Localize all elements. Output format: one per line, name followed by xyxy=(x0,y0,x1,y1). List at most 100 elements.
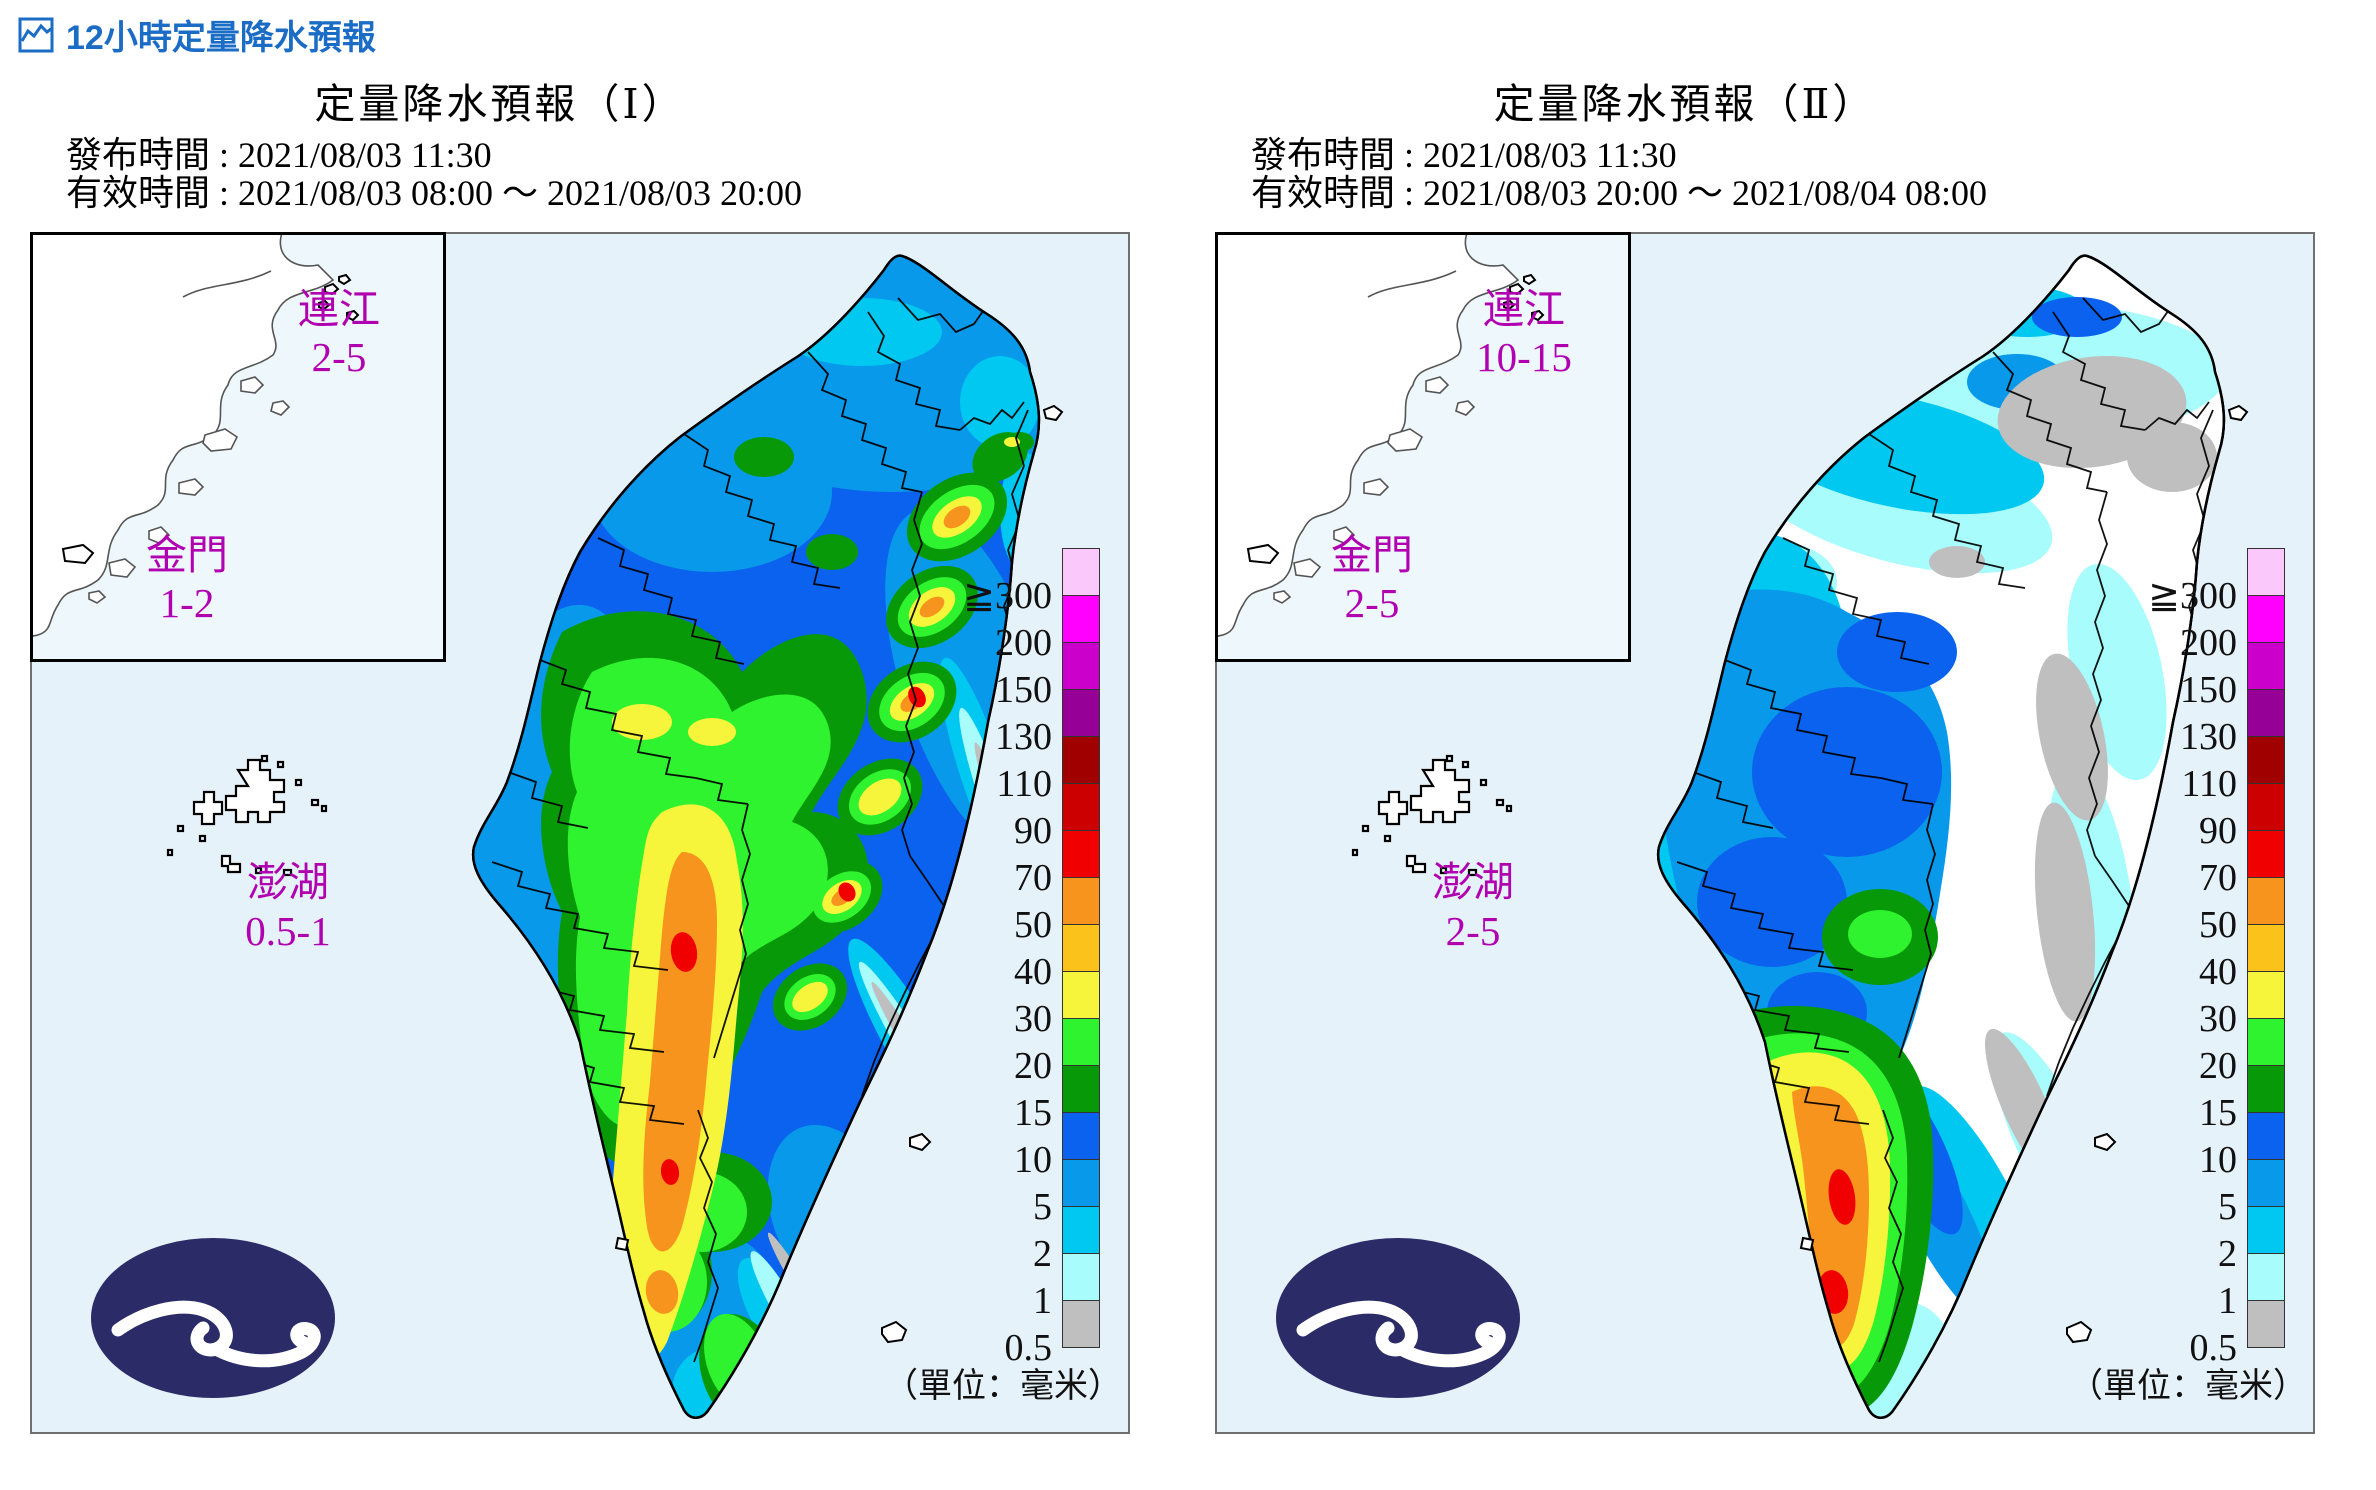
legend-swatch xyxy=(1062,783,1100,831)
legend-row: 2 xyxy=(2218,1206,2285,1273)
legend-swatch xyxy=(1062,1018,1100,1066)
page-title: 12小時定量降水預報 xyxy=(66,19,376,57)
legend-swatch xyxy=(2247,830,2285,878)
legend-swatch xyxy=(1062,1159,1100,1207)
island-name: 連江 xyxy=(1483,286,1565,332)
island-name: 金門 xyxy=(1331,532,1413,578)
legend-row: 20 xyxy=(1014,1018,1100,1085)
legend-value: 30 xyxy=(1014,998,1052,1040)
legend-swatch xyxy=(2247,1253,2285,1301)
legend-value: 130 xyxy=(995,716,1052,758)
legend-value: 30 xyxy=(2199,998,2237,1040)
legend-row: 5 xyxy=(2218,1159,2285,1226)
legend-value: 70 xyxy=(2199,857,2237,899)
legend-value: 90 xyxy=(1014,810,1052,852)
island-label-penghu: 澎湖 2-5 xyxy=(1383,858,1563,956)
china-coast-svg xyxy=(1218,235,1545,637)
legend-swatch xyxy=(1062,1112,1100,1160)
legend-value: ≧300 xyxy=(2148,575,2237,617)
cwb-logo-icon xyxy=(91,1238,335,1398)
legend-swatch xyxy=(2247,736,2285,784)
legend-swatch xyxy=(1062,736,1100,784)
legend-row: 150 xyxy=(2180,642,2285,709)
island-name: 金門 xyxy=(146,532,228,578)
legend-swatch xyxy=(1062,1253,1100,1301)
outlying-islands-inset: 連江 2-5 金門 1-2 xyxy=(30,232,446,662)
legend-row: 10 xyxy=(1014,1112,1100,1179)
legend-swatch xyxy=(1062,971,1100,1019)
page-header-link[interactable]: 12小時定量降水預報 xyxy=(18,10,376,59)
legend-value: 150 xyxy=(2180,669,2237,711)
legend-swatch xyxy=(2247,877,2285,925)
legend-row: 110 xyxy=(2181,736,2285,803)
forecast-panel-1: 定量降水預報（Ⅰ） 發布時間 : 2021/08/03 11:30 有效時間 :… xyxy=(30,58,1130,1440)
legend-value: 40 xyxy=(1014,951,1052,993)
legend-row: 30 xyxy=(1014,971,1100,1038)
taiwan-map-svg xyxy=(471,254,1064,1419)
legend-swatch xyxy=(1062,1206,1100,1254)
island-label-lienchiang: 連江 2-5 xyxy=(249,285,429,382)
legend-value: 150 xyxy=(995,669,1052,711)
legend-row: 20 xyxy=(2199,1018,2285,1085)
island-label-penghu: 澎湖 0.5-1 xyxy=(198,858,378,956)
legend-row: 15 xyxy=(2199,1065,2285,1132)
legend-value: 2 xyxy=(2218,1233,2237,1275)
legend-row: 40 xyxy=(1014,924,1100,991)
legend-swatch xyxy=(2247,1112,2285,1160)
island-value: 1-2 xyxy=(159,580,215,627)
legend-row: 200 xyxy=(2180,595,2285,662)
legend-swatch xyxy=(2247,971,2285,1019)
legend-swatch xyxy=(2247,783,2285,831)
legend-row: 90 xyxy=(2199,783,2285,850)
legend-row: 90 xyxy=(1014,783,1100,850)
legend-row: 70 xyxy=(1014,830,1100,897)
legend-row: 30 xyxy=(2199,971,2285,1038)
legend-row: ≧300 xyxy=(2148,548,2285,615)
legend-swatch xyxy=(1062,877,1100,925)
precip-map-1: 連江 2-5 金門 1-2 澎湖 xyxy=(30,232,1130,1434)
legend-row: 70 xyxy=(2199,830,2285,897)
island-name: 連江 xyxy=(298,286,380,332)
legend-row: 200 xyxy=(995,595,1100,662)
legend-row: 0.5 xyxy=(2190,1300,2285,1367)
penghu-islands-svg xyxy=(166,754,328,877)
legend-value: 0.5 xyxy=(1004,1327,1053,1369)
legend-value: 200 xyxy=(995,622,1052,664)
island-name: 澎湖 xyxy=(247,859,329,905)
legend-row: 2 xyxy=(1033,1206,1100,1273)
panel-title: 定量降水預報（Ⅰ） xyxy=(314,81,686,127)
legend-unit: （單位：毫米） xyxy=(884,1368,1122,1405)
legend-row: 150 xyxy=(995,642,1100,709)
precip-map-2: 連江 10-15 金門 2-5 澎湖 xyxy=(1215,232,2315,1434)
legend-swatch xyxy=(1062,642,1100,690)
legend-value: 20 xyxy=(2199,1045,2237,1087)
legend-swatch xyxy=(2247,1159,2285,1207)
legend-value: ≧300 xyxy=(963,575,1052,617)
legend-swatch xyxy=(2247,1206,2285,1254)
issued-time: 發布時間 : 2021/08/03 11:30 xyxy=(1251,135,1677,175)
valid-time: 有效時間 : 2021/08/03 08:00 ～ 2021/08/03 20:… xyxy=(66,173,803,214)
legend-swatch xyxy=(1062,1065,1100,1113)
issued-time: 發布時間 : 2021/08/03 11:30 xyxy=(66,135,492,175)
cwb-logo-icon xyxy=(1276,1238,1520,1398)
legend-swatch xyxy=(1062,689,1100,737)
legend-swatch xyxy=(1062,595,1100,643)
legend-swatch xyxy=(2247,1018,2285,1066)
penghu-islands-svg xyxy=(1351,754,1513,877)
panel-times: 發布時間 : 2021/08/03 11:30 有效時間 : 2021/08/0… xyxy=(1251,136,2315,212)
panel-title: 定量降水預報（Ⅱ） xyxy=(1493,81,1877,127)
legend-value: 90 xyxy=(2199,810,2237,852)
legend-row: ≧300 xyxy=(963,548,1100,615)
legend-value: 1 xyxy=(1033,1280,1052,1322)
legend-swatch xyxy=(1062,1300,1100,1348)
legend-row: 130 xyxy=(2180,689,2285,756)
legend-value: 10 xyxy=(1014,1139,1052,1181)
legend-swatch xyxy=(2247,1300,2285,1348)
legend-row: 0.5 xyxy=(1005,1300,1100,1367)
legend-swatch xyxy=(1062,548,1100,596)
precip-legend: ≧300 200 150 130 110 90 70 50 40 30 20 15 10 5 2 1 0.5 xyxy=(963,548,1100,1367)
legend-swatch xyxy=(2247,642,2285,690)
legend-swatch xyxy=(2247,595,2285,643)
china-coast-svg xyxy=(33,235,360,637)
forecast-panel-2: 定量降水預報（Ⅱ） 發布時間 : 2021/08/03 11:30 有效時間 :… xyxy=(1215,58,2315,1440)
